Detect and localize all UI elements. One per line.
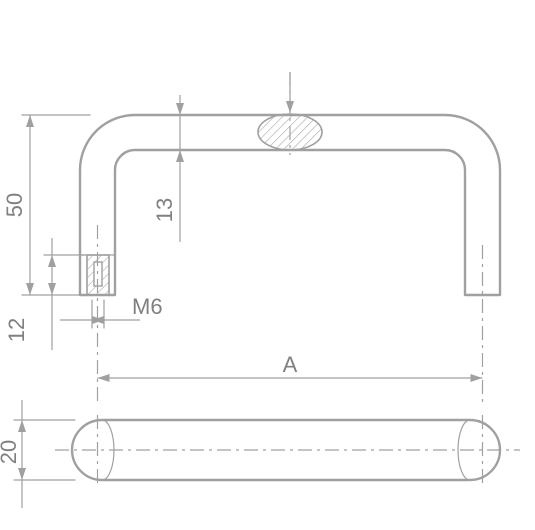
section-leader bbox=[286, 72, 294, 113]
dim-12: 12 bbox=[4, 238, 85, 350]
dim-13-text: 13 bbox=[152, 198, 177, 222]
dim-M6-text: M6 bbox=[132, 294, 163, 319]
dim-A-text: A bbox=[283, 352, 298, 377]
dim-13: 13 bbox=[152, 95, 192, 242]
dim-50: 50 bbox=[2, 115, 90, 295]
dim-50-text: 50 bbox=[2, 193, 27, 217]
dim-20: 20 bbox=[0, 400, 75, 508]
dim-A: A bbox=[98, 352, 483, 382]
dim-M6: M6 bbox=[60, 294, 163, 328]
top-view bbox=[55, 415, 520, 485]
dim-12-text: 12 bbox=[4, 318, 29, 342]
dim-20-text: 20 bbox=[0, 440, 21, 464]
